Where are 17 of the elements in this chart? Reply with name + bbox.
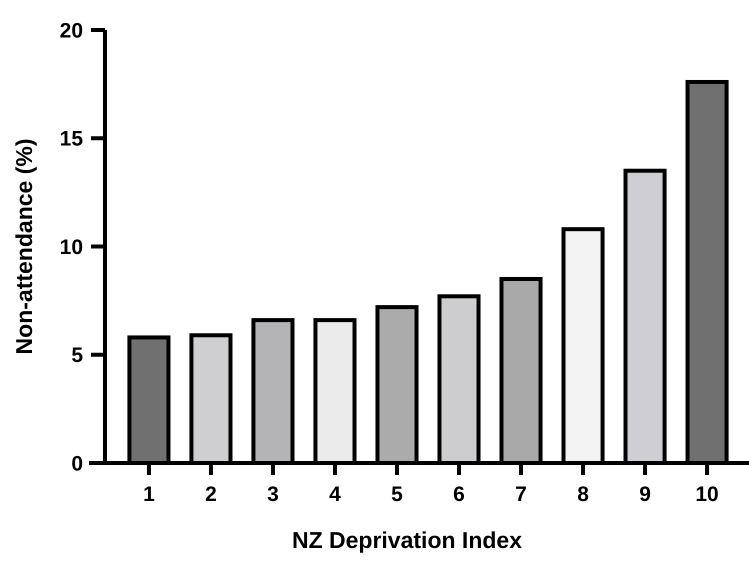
x-tick-label: 7 — [515, 483, 527, 506]
x-tick-label: 9 — [639, 483, 651, 506]
x-tick-label: 1 — [143, 483, 156, 506]
x-axis-title: NZ Deprivation Index — [292, 527, 522, 553]
y-axis-title: Non-attendance (%) — [11, 138, 37, 354]
x-tick-label: 6 — [453, 483, 465, 506]
x-tick-label: 3 — [267, 483, 279, 506]
x-tick-label: 8 — [577, 483, 590, 506]
y-tick-label: 5 — [71, 344, 84, 368]
x-tick-label: 10 — [695, 483, 719, 506]
y-tick-label: 10 — [60, 236, 83, 259]
x-tick-label: 2 — [205, 483, 217, 506]
x-tick-label: 4 — [329, 483, 342, 506]
x-tick-label: 5 — [391, 483, 404, 506]
y-tick-label: 20 — [60, 19, 83, 42]
y-tick-label: 0 — [71, 452, 83, 476]
y-tick-label: 15 — [60, 128, 84, 151]
